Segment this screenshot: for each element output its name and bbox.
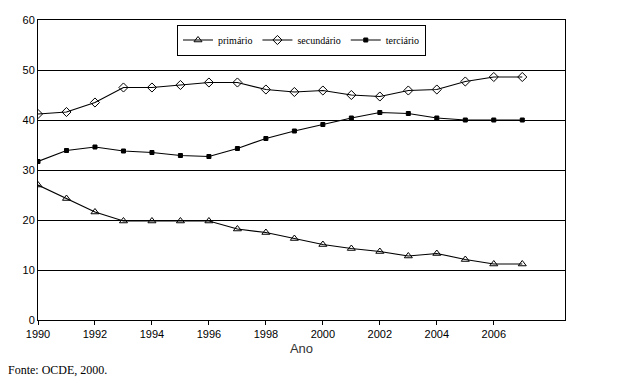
svg-text:Ano: Ano [290,341,313,356]
svg-text:1998: 1998 [254,328,278,340]
svg-text:40: 40 [23,114,35,126]
svg-text:10: 10 [23,264,35,276]
svg-text:50: 50 [23,64,35,76]
svg-text:1996: 1996 [197,328,221,340]
svg-text:1992: 1992 [83,328,107,340]
svg-text:2006: 2006 [482,328,506,340]
svg-text:2004: 2004 [425,328,449,340]
svg-text:Fonte: OCDE, 2000.: Fonte: OCDE, 2000. [8,363,107,377]
svg-text:primário: primário [218,35,252,46]
svg-text:1994: 1994 [140,328,164,340]
svg-text:2000: 2000 [311,328,335,340]
svg-text:30: 30 [23,164,35,176]
svg-text:60: 60 [23,14,35,26]
svg-text:0: 0 [29,314,35,326]
svg-text:1990: 1990 [26,328,50,340]
svg-text:2002: 2002 [368,328,392,340]
svg-text:terciário: terciário [386,35,419,46]
svg-text:secundário: secundário [297,35,340,46]
svg-text:20: 20 [23,214,35,226]
